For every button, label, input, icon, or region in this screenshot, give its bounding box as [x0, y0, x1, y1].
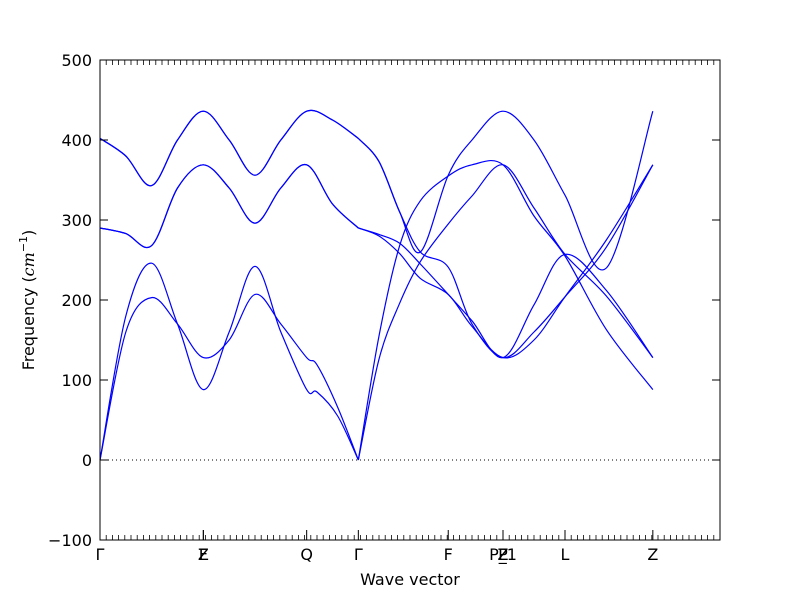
y-axis-label-main: Frequency (	[19, 276, 38, 370]
phonon-band-4-segment-2	[358, 227, 654, 359]
phonon-band-4-segment-1	[99, 164, 359, 248]
x-tick-label-11: Z	[647, 545, 658, 564]
x-tick-label-4: Q	[300, 545, 313, 564]
phonon-band-1-segment-1	[99, 293, 359, 461]
x-tick-label-8: P_1	[489, 545, 517, 565]
x-tick-label-6: F	[444, 545, 453, 564]
bands-layer	[99, 109, 720, 461]
y-axis-label: Frequency (cm−1)	[17, 230, 38, 371]
y-tick-label: −100	[48, 531, 92, 550]
plot-frame	[99, 59, 721, 541]
y-axis-label-exponent: −1	[17, 236, 30, 252]
ticks-layer	[99, 59, 721, 541]
phonon-band-6-segment-2	[357, 110, 654, 271]
y-axis-label-close: )	[19, 230, 38, 236]
x-tick-label-10: L	[561, 545, 570, 564]
x-tick-label-9: Z	[498, 545, 509, 564]
phonon-band-2-segment-2	[357, 159, 654, 461]
y-tick-label: 400	[61, 131, 92, 150]
phonon-band-6-segment-1	[99, 109, 359, 187]
phonon-band-2-segment-1	[99, 262, 359, 461]
y-tick-label: 0	[82, 451, 92, 470]
x-tick-label-3: Z	[198, 545, 209, 564]
y-tick-label: 300	[61, 211, 92, 230]
phonon-band-5-segment-2	[357, 137, 654, 359]
x-tick-label-2: F	[199, 545, 208, 564]
x-axis-label: Wave vector	[360, 570, 460, 589]
phonon-band-1-segment-2	[357, 164, 654, 461]
phonon-band-3-segment-1	[99, 164, 359, 248]
y-tick-label: 500	[61, 51, 92, 70]
y-tick-label: 200	[61, 291, 92, 310]
x-tick-label-5: Γ	[354, 545, 363, 564]
y-tick-label: 100	[61, 371, 92, 390]
y-axis-label-unit: cm	[19, 252, 38, 276]
x-tick-label-1: Γ	[96, 545, 105, 564]
x-tick-label-7: P	[498, 545, 508, 564]
phonon-band-3-segment-2	[358, 164, 654, 359]
